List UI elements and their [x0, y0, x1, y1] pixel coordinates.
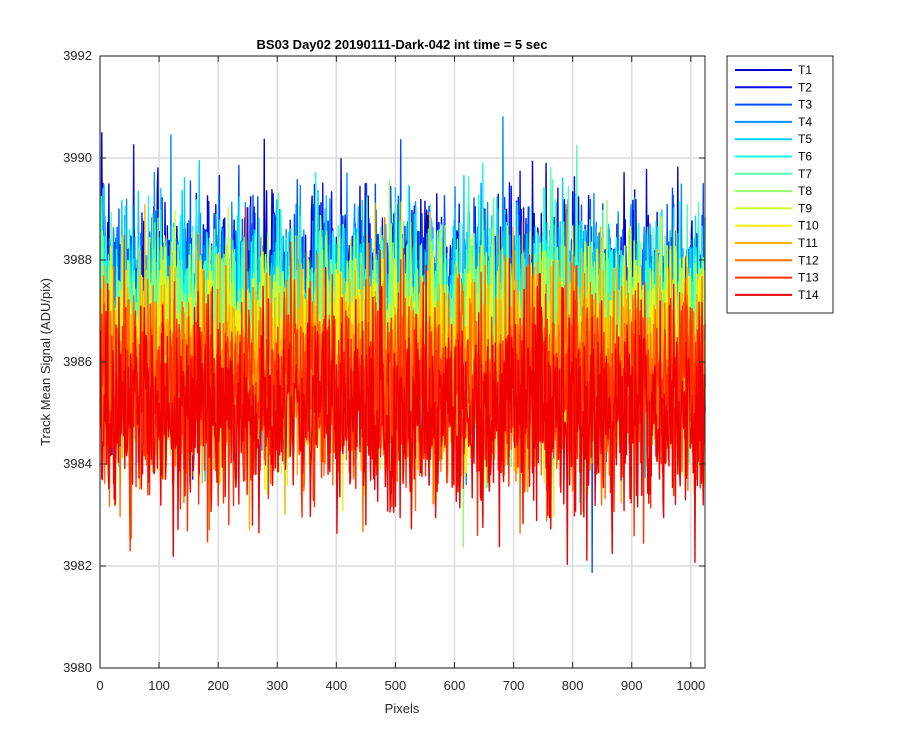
- y-tick-label: 3990: [63, 150, 92, 165]
- y-tick-label: 3980: [63, 660, 92, 675]
- y-tick-label: 3982: [63, 558, 92, 573]
- legend-label: T14: [798, 288, 819, 302]
- x-tick-label: 0: [96, 678, 103, 693]
- y-tick-label: 3992: [63, 48, 92, 63]
- x-tick-label: 900: [621, 678, 643, 693]
- legend-box: [726, 55, 834, 314]
- legend-label: T9: [798, 201, 812, 215]
- legend-label: T11: [798, 236, 818, 250]
- x-tick-label: 500: [385, 678, 407, 693]
- legend-label: T1: [798, 63, 812, 77]
- x-tick-label: 800: [562, 678, 584, 693]
- x-tick-label: 300: [266, 678, 288, 693]
- x-tick-label: 700: [503, 678, 525, 693]
- legend-label: T5: [798, 132, 812, 146]
- x-tick-label: 400: [325, 678, 347, 693]
- legend-label: T3: [798, 98, 812, 112]
- chart-title: BS03 Day02 20190111-Dark-042 int time = …: [257, 37, 548, 52]
- x-tick-label: 200: [207, 678, 229, 693]
- x-tick-label: 600: [444, 678, 466, 693]
- x-axis-label: Pixels: [385, 701, 420, 716]
- legend-label: T2: [798, 80, 812, 94]
- legend: T1 T2 T3 T4 T5 T6 T7 T8 T9 T10 T11 T12 T13 T14: [726, 55, 834, 314]
- legend-label: T6: [798, 150, 812, 164]
- legend-label: T10: [798, 219, 819, 233]
- series-line-T14: [99, 249, 706, 566]
- x-tick-label: 100: [148, 678, 170, 693]
- ticks: 0 100 200 300 400 500 600 700 800 900 1000 3980 3982…: [63, 48, 705, 693]
- legend-label: T13: [798, 271, 819, 285]
- legend-label: T7: [798, 167, 812, 181]
- x-tick-label: 1000: [676, 678, 705, 693]
- y-tick-label: 3984: [63, 456, 92, 471]
- legend-label: T12: [798, 253, 819, 267]
- series-layer: [99, 116, 706, 574]
- y-tick-label: 3986: [63, 354, 92, 369]
- y-axis-label: Track Mean Signal (ADU/pix): [38, 278, 53, 446]
- legend-label: T8: [798, 184, 812, 198]
- y-tick-label: 3988: [63, 252, 92, 267]
- legend-label: T4: [798, 115, 812, 129]
